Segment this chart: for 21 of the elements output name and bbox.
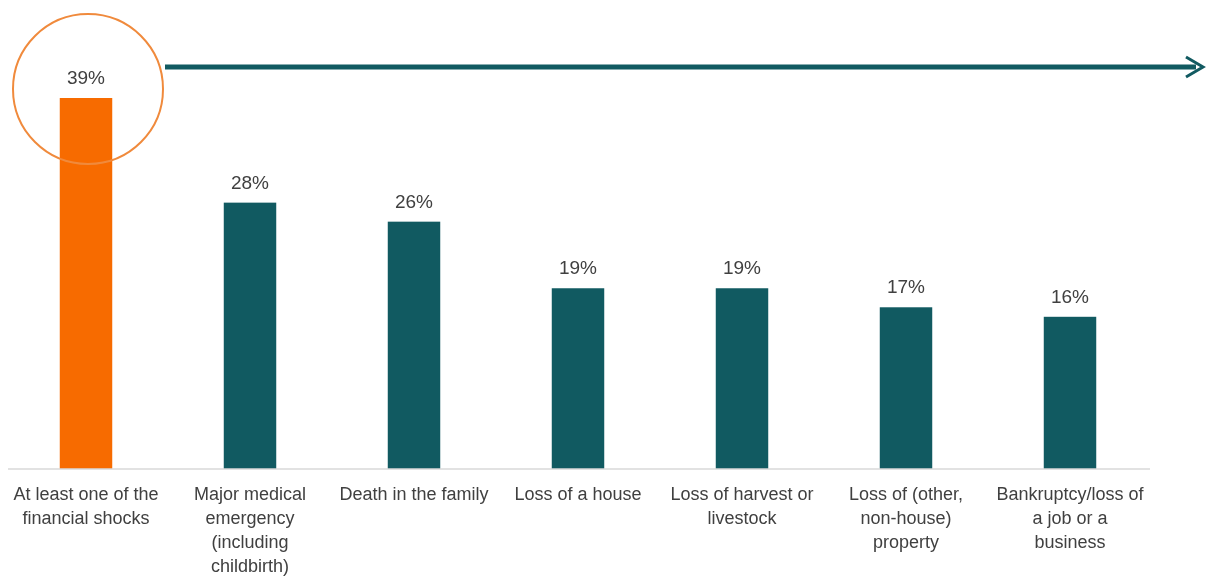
data-label: 19%: [558, 257, 598, 279]
bar: [59, 98, 113, 469]
x-tick-label: Loss of (other, non-house) property: [848, 484, 964, 552]
bar: [1043, 316, 1097, 469]
x-tick-label: Major medical emergency (including childbirth): [193, 484, 307, 576]
data-label: 17%: [886, 276, 926, 298]
x-tick-label: Death in the family: [339, 484, 489, 504]
bar: [879, 307, 933, 469]
x-tick-label: At least one of the financial shocks: [13, 484, 159, 528]
bar: [715, 288, 769, 469]
bar: [387, 221, 441, 469]
bar: [223, 202, 277, 469]
bar: [551, 288, 605, 469]
data-label: 28%: [230, 171, 270, 193]
x-tick-label: Bankruptcy/loss of a job or a business: [996, 484, 1145, 552]
data-label: 19%: [722, 257, 762, 279]
data-label: 16%: [1050, 285, 1090, 307]
data-label: 26%: [394, 190, 434, 212]
x-tick-label: Loss of harvest or livestock: [670, 484, 814, 528]
data-label: 39%: [66, 67, 106, 88]
x-tick-label: Loss of a house: [514, 484, 642, 504]
